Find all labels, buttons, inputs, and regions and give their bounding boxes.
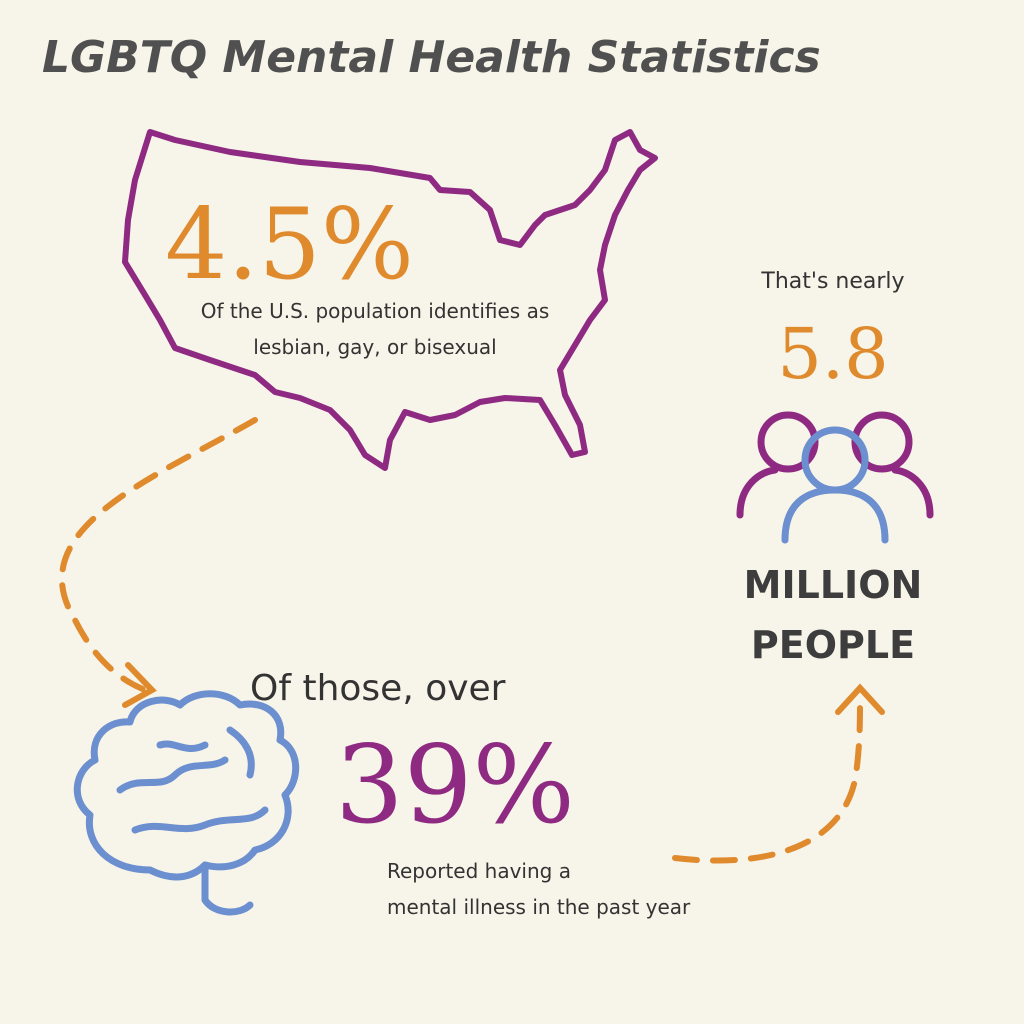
mental-illness-description: Reported having a: [387, 859, 571, 883]
people-unit: MILLION: [744, 563, 923, 607]
mental-illness-lead: Of those, over: [250, 668, 506, 709]
arrow-head: [122, 662, 157, 708]
us-map: [122, 129, 658, 471]
people-value: 5.8: [777, 313, 888, 395]
population-description: lesbian, gay, or bisexual: [253, 335, 496, 359]
population-value: 4.5%: [165, 188, 414, 302]
arrow-head: [835, 683, 885, 715]
people-unit: PEOPLE: [751, 623, 915, 667]
mental-illness-value: 39%: [335, 723, 575, 848]
brain-icon: [73, 690, 300, 916]
people-icon: [736, 411, 934, 544]
people-lead: That's nearly: [760, 269, 904, 294]
arrow-path: [672, 697, 863, 864]
population-description: Of the U.S. population identifies as: [201, 299, 550, 323]
mental-illness-description: mental illness in the past year: [387, 895, 691, 919]
arrow-path: [59, 417, 258, 693]
title: LGBTQ Mental Health Statistics: [42, 32, 821, 83]
